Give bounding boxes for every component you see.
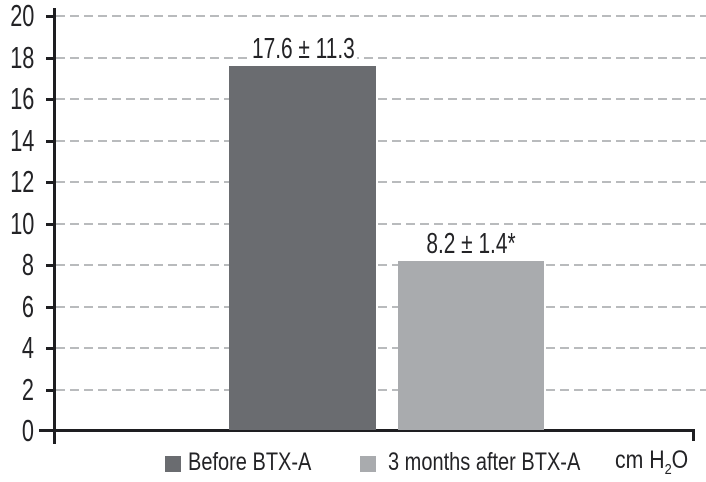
legend-text-after-btxa: 3 months after BTX-A [388, 448, 581, 476]
unit-label: cm H2O [615, 446, 701, 478]
gridline [56, 139, 706, 142]
y-tick-label: 10 [10, 205, 35, 241]
y-tick-label: 18 [10, 39, 35, 75]
gridline [56, 181, 706, 183]
y-tick [46, 139, 54, 143]
y-tick [46, 15, 54, 18]
gridline [56, 98, 706, 100]
y-tick-label: 2 [21, 371, 34, 407]
y-tick [46, 222, 54, 226]
gridline [56, 388, 706, 391]
legend-swatch-after-btxa [360, 456, 376, 472]
legend-text-before-btxa: Before BTX-A [188, 448, 312, 476]
x-axis-line [39, 429, 695, 432]
legend-label-after-btxa: 3 months after BTX-A [388, 448, 628, 476]
y-tick-label: 16 [10, 81, 35, 116]
unit-text: cm H2O [615, 446, 689, 478]
gridline [56, 264, 706, 266]
y-tick [46, 56, 54, 60]
y-tick [46, 388, 54, 392]
unit-subscript: 2 [664, 461, 672, 478]
y-tick-label: 4 [21, 330, 34, 365]
bar-after-btxa [398, 260, 544, 430]
y-axis-line [53, 8, 56, 444]
y-tick-label: 8 [21, 247, 34, 282]
y-tick-label: 20 [10, 0, 35, 33]
x-axis-end-tick [692, 429, 695, 441]
gridline [56, 56, 706, 59]
gridline [56, 222, 706, 225]
bar-value-label: 8.2 ± 1.4* [398, 229, 544, 258]
y-tick-label: 6 [21, 288, 34, 324]
y-tick [46, 305, 54, 309]
bar-value-label: 17.6 ± 11.3 [229, 34, 376, 63]
y-tick [46, 181, 54, 184]
y-tick-label: 0 [21, 413, 34, 448]
bar-value-text: 17.6 ± 11.3 [249, 34, 357, 63]
y-tick [46, 264, 54, 267]
legend-label-before-btxa: Before BTX-A [188, 448, 342, 476]
bar-value-text: 8.2 ± 1.4* [424, 229, 518, 258]
gridline [56, 15, 706, 17]
y-tick [46, 347, 54, 350]
gridline [56, 347, 706, 349]
y-tick [46, 98, 54, 101]
legend-swatch-before-btxa [165, 456, 181, 472]
y-tick-label: 12 [10, 164, 35, 199]
gridline [56, 305, 706, 308]
bar-before-btxa [229, 65, 376, 430]
y-tick-label: 14 [10, 122, 35, 158]
